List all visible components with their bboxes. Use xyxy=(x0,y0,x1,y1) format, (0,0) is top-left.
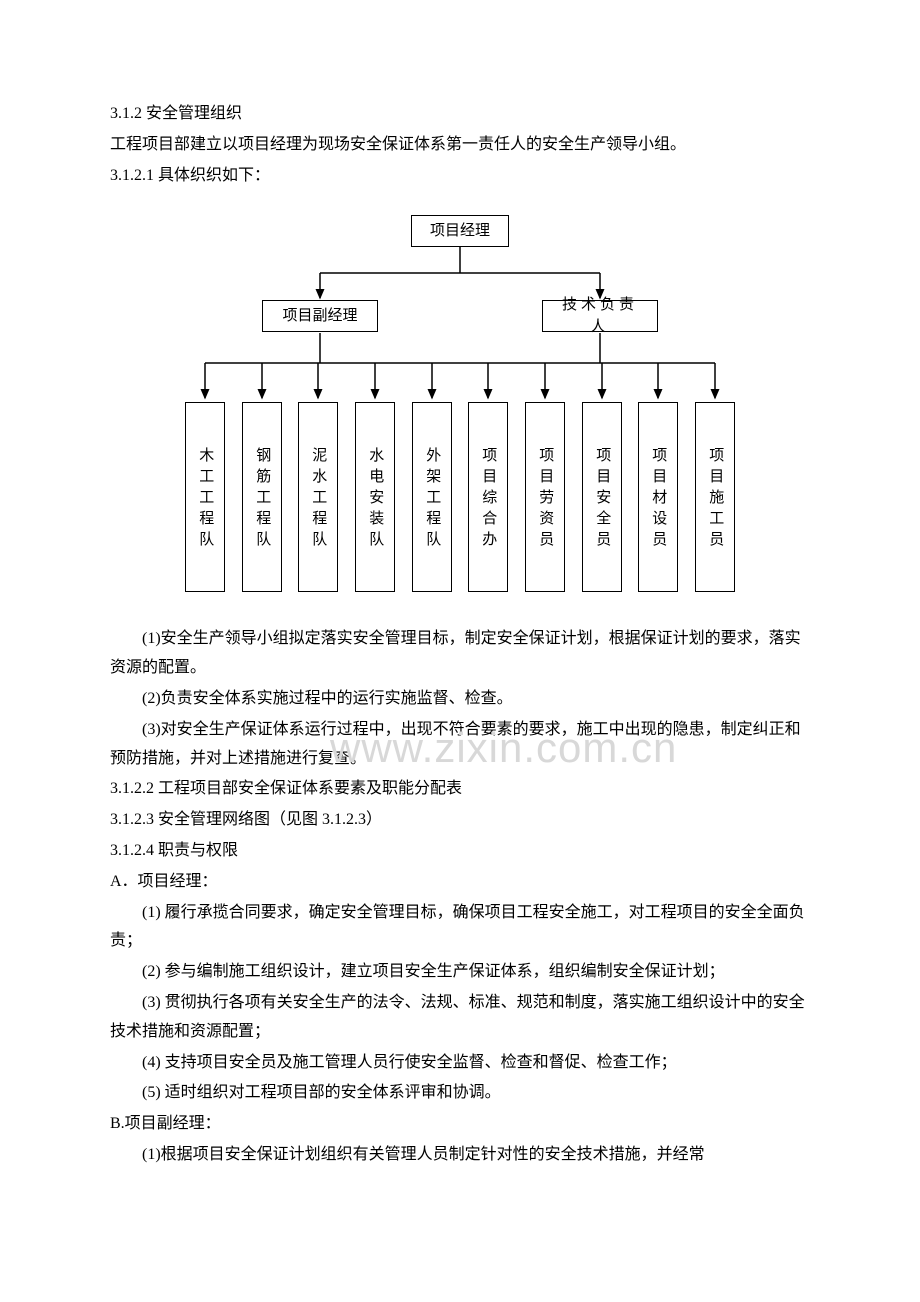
role-a-item-2: (2) 参与编制施工组织设计，建立项目安全生产保证体系，组织编制安全保证计划； xyxy=(110,958,810,987)
section-intro: 工程项目部建立以项目经理为现场安全保证体系第一责任人的安全生产领导小组。 xyxy=(110,131,810,160)
role-a-item-1: (1) 履行承揽合同要求，确定安全管理目标，确保项目工程安全施工，对工程项目的安… xyxy=(110,899,810,957)
section-heading-3124: 3.1.2.4 职责与权限 xyxy=(110,837,810,866)
role-a-title: A．项目经理： xyxy=(110,868,810,897)
leaf-9: 项目施工员 xyxy=(695,402,735,592)
leaf-1: 钢筋工程队 xyxy=(242,402,282,592)
leaf-3: 水电安装队 xyxy=(355,402,395,592)
list-item-1: (1)安全生产领导小组拟定落实安全管理目标，制定安全保证计划，根据保证计划的要求… xyxy=(110,625,810,683)
section-heading-3123: 3.1.2.3 安全管理网络图（见图 3.1.2.3） xyxy=(110,806,810,835)
node-mid-right: 技术负责人 xyxy=(542,300,658,332)
role-b-title: B.项目副经理： xyxy=(110,1110,810,1139)
org-chart: 项目经理 项目副经理 技术负责人 木工工程队 钢筋工程队 泥水工程队 水电安装队… xyxy=(180,205,740,615)
leaf-0: 木工工程队 xyxy=(185,402,225,592)
node-top: 项目经理 xyxy=(411,215,509,247)
leaf-5: 项目综合办 xyxy=(468,402,508,592)
role-b-item-1: (1)根据项目安全保证计划组织有关管理人员制定针对性的安全技术措施，并经常 xyxy=(110,1141,810,1170)
node-mid-left: 项目副经理 xyxy=(262,300,378,332)
section-heading-312: 3.1.2 安全管理组织 xyxy=(110,100,810,129)
section-heading-3122: 3.1.2.2 工程项目部安全保证体系要素及职能分配表 xyxy=(110,775,810,804)
leaf-2: 泥水工程队 xyxy=(298,402,338,592)
list-item-2: (2)负责安全体系实施过程中的运行实施监督、检查。 xyxy=(110,685,810,714)
role-a-item-4: (4) 支持项目安全员及施工管理人员行使安全监督、检查和督促、检查工作； xyxy=(110,1049,810,1078)
leaf-6: 项目劳资员 xyxy=(525,402,565,592)
role-a-item-5: (5) 适时组织对工程项目部的安全体系评审和协调。 xyxy=(110,1079,810,1108)
leaf-7: 项目安全员 xyxy=(582,402,622,592)
leaf-8: 项目材设员 xyxy=(638,402,678,592)
role-a-item-3: (3) 贯彻执行各项有关安全生产的法令、法规、标准、规范和制度，落实施工组织设计… xyxy=(110,989,810,1047)
list-item-3: (3)对安全生产保证体系运行过程中，出现不符合要素的要求，施工中出现的隐患，制定… xyxy=(110,716,810,774)
section-heading-3121: 3.1.2.1 具体织织如下： xyxy=(110,162,810,191)
leaf-4: 外架工程队 xyxy=(412,402,452,592)
